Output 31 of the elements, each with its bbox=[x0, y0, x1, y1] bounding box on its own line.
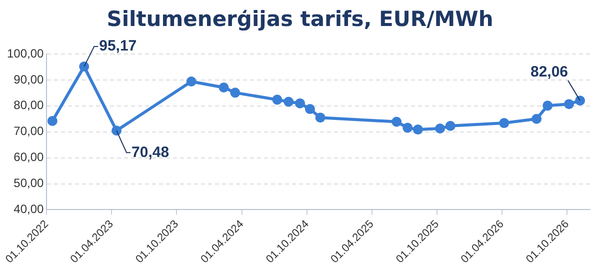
point bbox=[284, 96, 294, 107]
point bbox=[47, 116, 58, 126]
point bbox=[575, 96, 586, 106]
point bbox=[315, 112, 326, 123]
point bbox=[186, 76, 196, 87]
point bbox=[445, 120, 456, 131]
point bbox=[402, 122, 413, 133]
y-tick-label: 90,00 bbox=[14, 72, 44, 86]
point bbox=[230, 88, 240, 98]
point bbox=[499, 118, 510, 128]
y-tick-label: 50,00 bbox=[14, 176, 44, 190]
point bbox=[295, 98, 306, 108]
point bbox=[218, 82, 229, 92]
point bbox=[112, 126, 122, 136]
point bbox=[392, 116, 402, 127]
annotation: 95,17 bbox=[99, 38, 137, 55]
point bbox=[542, 100, 553, 111]
y-tick-label: 40,00 bbox=[14, 202, 44, 216]
y-tick-label: 100,00 bbox=[7, 46, 44, 60]
annotation: 70,48 bbox=[132, 144, 170, 161]
point bbox=[564, 99, 574, 110]
point bbox=[532, 114, 542, 124]
point bbox=[412, 124, 423, 135]
point bbox=[304, 104, 315, 114]
y-tick-label: 60,00 bbox=[14, 150, 44, 164]
chart-title: Siltumenerģijas tarifs, EUR/MWh bbox=[106, 6, 494, 33]
point bbox=[272, 94, 282, 105]
y-tick-label: 70,00 bbox=[14, 124, 44, 138]
point bbox=[435, 123, 446, 134]
annotation: 82,06 bbox=[530, 64, 568, 81]
y-tick-label: 80,00 bbox=[14, 98, 44, 112]
